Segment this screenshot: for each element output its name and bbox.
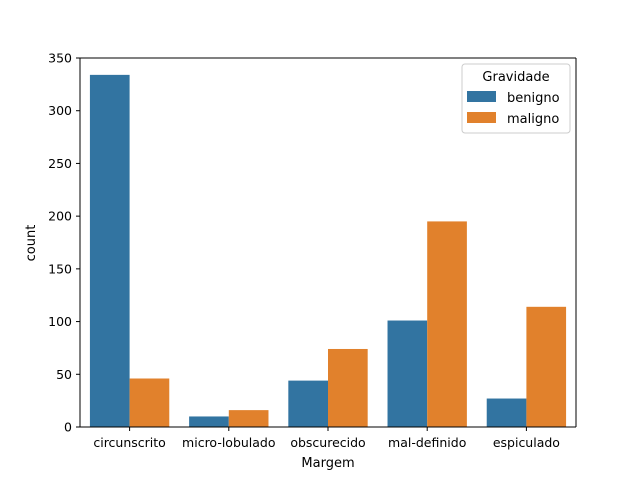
x-tick-label: circunscrito bbox=[93, 435, 165, 450]
bar-benigno-espiculado bbox=[486, 398, 527, 427]
bar-benigno-circunscrito bbox=[89, 74, 130, 428]
y-tick-label: 100 bbox=[48, 314, 72, 329]
legend-label-maligno: maligno bbox=[507, 112, 559, 127]
bar-benigno-obscurecido bbox=[288, 380, 328, 427]
bar-maligno-mal-definido bbox=[427, 221, 467, 427]
legend: Gravidade benigno maligno bbox=[461, 63, 571, 134]
x-tick-label: mal-definido bbox=[388, 435, 466, 450]
x-tick-label: obscurecido bbox=[290, 435, 365, 450]
x-axis-label: Margem bbox=[301, 456, 354, 471]
x-tick-label: espiculado bbox=[493, 435, 560, 450]
bar-maligno-micro-lobulado bbox=[228, 410, 269, 427]
legend-swatch-benigno bbox=[467, 91, 496, 102]
bar-benigno-mal-definido bbox=[387, 320, 428, 427]
x-tick-label: micro-lobulado bbox=[182, 435, 275, 450]
bar-maligno-espiculado bbox=[526, 306, 567, 427]
axes-layer: 0 50 100 150 200 250 300 350 circunscrito micro-l… bbox=[48, 51, 577, 450]
bar-benigno-micro-lobulado bbox=[189, 416, 229, 427]
y-tick-label: 0 bbox=[64, 420, 72, 435]
y-tick-label: 150 bbox=[48, 261, 72, 276]
y-tick-label: 350 bbox=[48, 51, 72, 66]
y-tick-label: 50 bbox=[56, 367, 72, 382]
legend-title: Gravidade bbox=[482, 70, 549, 85]
legend-label-benigno: benigno bbox=[507, 91, 560, 106]
y-tick-label: 200 bbox=[48, 209, 72, 224]
y-axis-label: count bbox=[24, 225, 39, 262]
legend-swatch-maligno bbox=[467, 112, 496, 123]
y-tick-label: 250 bbox=[48, 156, 72, 171]
bar-maligno-circunscrito bbox=[129, 378, 170, 427]
bar-maligno-obscurecido bbox=[328, 348, 368, 427]
y-tick-label: 300 bbox=[48, 103, 72, 118]
bars-layer bbox=[89, 74, 567, 428]
